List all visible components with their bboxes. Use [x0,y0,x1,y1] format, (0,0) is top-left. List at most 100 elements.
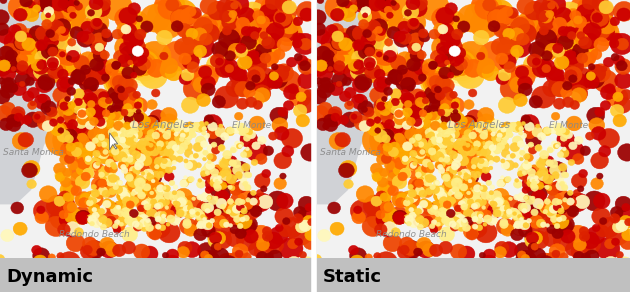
Circle shape [464,100,474,109]
Circle shape [97,262,115,279]
Circle shape [461,199,469,207]
Circle shape [373,45,392,63]
Circle shape [525,232,539,245]
Circle shape [569,75,577,83]
Circle shape [364,64,381,79]
Circle shape [118,186,133,200]
Circle shape [392,175,407,189]
Circle shape [129,166,139,175]
Circle shape [472,196,493,214]
Circle shape [255,193,272,210]
Polygon shape [317,0,379,204]
Circle shape [201,215,205,218]
Circle shape [391,55,406,70]
Circle shape [222,8,253,36]
Circle shape [63,181,79,196]
Circle shape [481,210,491,219]
Circle shape [238,205,246,212]
Circle shape [388,147,399,157]
Circle shape [315,78,322,84]
Circle shape [409,138,415,143]
Circle shape [392,117,404,128]
Circle shape [160,52,168,60]
Circle shape [581,253,590,261]
Circle shape [160,128,171,138]
Circle shape [532,10,559,36]
Circle shape [163,124,180,140]
Circle shape [156,141,164,147]
Circle shape [49,0,79,22]
Circle shape [238,2,267,29]
Circle shape [449,211,463,225]
Circle shape [436,137,443,143]
Circle shape [402,4,419,20]
Circle shape [103,143,114,153]
Circle shape [489,166,493,170]
Circle shape [214,243,222,250]
Circle shape [282,146,294,157]
Circle shape [161,156,171,166]
Circle shape [106,201,115,209]
Circle shape [475,222,497,243]
Circle shape [442,174,450,181]
Circle shape [478,107,494,123]
Circle shape [157,171,164,178]
Circle shape [446,92,455,100]
Circle shape [405,163,422,178]
Circle shape [22,38,35,51]
Circle shape [436,8,454,25]
Circle shape [430,244,443,257]
Circle shape [131,192,135,196]
Circle shape [616,257,630,274]
Circle shape [156,196,164,204]
Circle shape [151,89,160,97]
Circle shape [460,185,475,199]
Circle shape [226,20,251,43]
Circle shape [88,50,107,68]
Circle shape [553,43,563,53]
Circle shape [72,142,83,152]
Circle shape [558,26,568,36]
Circle shape [302,215,316,229]
Circle shape [179,53,192,65]
Circle shape [464,150,476,161]
Circle shape [52,122,67,137]
Circle shape [449,53,473,76]
Circle shape [500,78,524,100]
Circle shape [297,97,314,113]
Circle shape [37,44,44,50]
Circle shape [238,173,248,182]
Circle shape [315,46,331,61]
Circle shape [518,203,527,212]
Circle shape [231,185,241,195]
Circle shape [94,143,105,153]
Circle shape [203,203,214,212]
Circle shape [584,74,599,89]
Circle shape [50,119,57,126]
Circle shape [154,203,161,209]
Circle shape [257,16,265,24]
Circle shape [118,181,123,185]
Circle shape [91,22,108,37]
Circle shape [403,107,413,117]
Circle shape [504,62,515,73]
Circle shape [400,68,420,86]
Circle shape [246,172,252,178]
Circle shape [513,163,518,168]
Circle shape [137,47,149,59]
Circle shape [394,122,412,139]
Circle shape [85,98,101,113]
Circle shape [331,29,359,55]
Circle shape [478,197,486,206]
Circle shape [151,122,164,134]
Circle shape [219,265,231,277]
Circle shape [551,175,554,179]
Circle shape [83,285,94,292]
Circle shape [82,90,94,100]
Circle shape [470,188,486,203]
Circle shape [157,30,172,45]
Circle shape [161,107,177,123]
Circle shape [200,33,212,45]
Circle shape [220,171,232,181]
Circle shape [473,141,481,147]
